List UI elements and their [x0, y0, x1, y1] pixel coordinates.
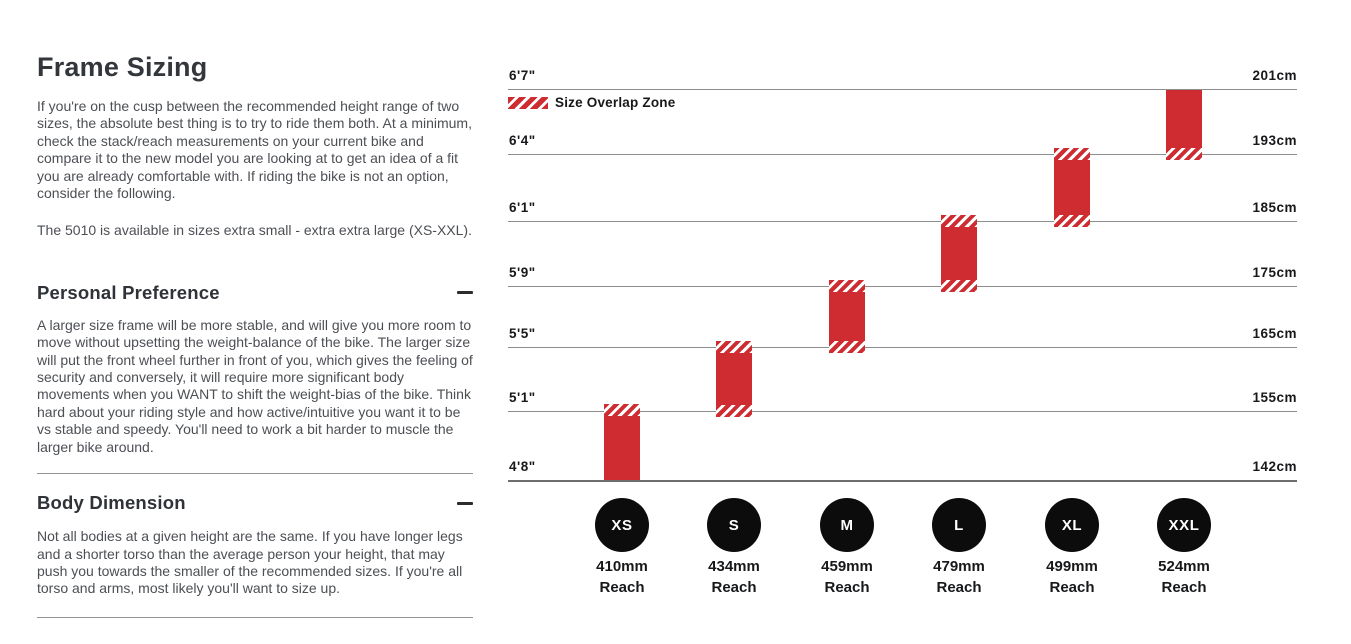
reach-label: 479mm Reach [933, 558, 985, 596]
height-gridline [508, 347, 1297, 348]
page-title: Frame Sizing [37, 52, 208, 82]
height-tick-metric: 185cm [1252, 200, 1297, 215]
overlap-zone-hatch [829, 280, 865, 292]
reach-label: 434mm Reach [708, 558, 760, 596]
size-circle-l: L [932, 498, 986, 552]
overlap-zone-hatch [716, 405, 752, 417]
height-tick-imperial: 6'4" [509, 133, 536, 148]
section-divider [37, 473, 473, 475]
size-circle-xl: XL [1045, 498, 1099, 552]
overlap-zone-hatch [1054, 148, 1090, 160]
size-range-bar [716, 341, 752, 417]
height-tick-imperial: 4'8" [509, 459, 536, 474]
section-divider [37, 616, 473, 618]
accordion-header-body-dimension[interactable]: Body Dimension [37, 492, 473, 514]
overlap-zone-hatch [941, 280, 977, 292]
size-circle-s: S [707, 498, 761, 552]
height-tick-metric: 175cm [1252, 265, 1297, 280]
height-tick-metric: 201cm [1252, 68, 1297, 83]
height-tick-imperial: 5'5" [509, 326, 536, 341]
height-tick-imperial: 6'1" [509, 200, 536, 215]
accordion-section-personal-preference: Personal Preference A larger size frame … [37, 282, 473, 475]
section-body: A larger size frame will be more stable,… [37, 316, 473, 455]
reach-label: 410mm Reach [596, 558, 648, 596]
reach-label: 459mm Reach [821, 558, 873, 596]
reach-label: 499mm Reach [1046, 558, 1098, 596]
collapse-minus-icon[interactable] [457, 291, 473, 295]
intro-paragraph: If you're on the cusp between the recomm… [37, 98, 472, 202]
overlap-zone-hatch [829, 341, 865, 353]
size-range-bar [604, 404, 640, 480]
height-tick-metric: 142cm [1252, 459, 1297, 474]
section-body: Not all bodies at a given height are the… [37, 528, 463, 597]
size-chart: Size Overlap Zone 6'7" 201cm 6'4" 193cm 6'1"… [508, 0, 1297, 644]
overlap-zone-hatch [716, 341, 752, 353]
legend-label: Size Overlap Zone [555, 95, 676, 110]
section-title: Body Dimension [37, 492, 186, 514]
size-circle-xxl: XXL [1157, 498, 1211, 552]
sizing-info-column: Frame Sizing If you're on the cusp betwe… [37, 52, 473, 618]
accordion-section-body-dimension: Body Dimension Not all bodies at a given… [37, 492, 473, 618]
height-gridline [508, 480, 1297, 482]
size-range-bar [1054, 148, 1090, 227]
size-range-bar [941, 215, 977, 292]
size-range-bar [829, 280, 865, 353]
height-tick-metric: 193cm [1252, 133, 1297, 148]
accordion-header-personal-preference[interactable]: Personal Preference [37, 282, 473, 304]
overlap-zone-hatch [1166, 148, 1202, 160]
overlap-hatch-swatch-icon [508, 96, 548, 109]
availability-note: The 5010 is available in sizes extra sma… [37, 222, 472, 239]
size-range-bar [1166, 90, 1202, 160]
size-circle-xs: XS [595, 498, 649, 552]
height-tick-metric: 155cm [1252, 390, 1297, 405]
height-gridline [508, 221, 1297, 222]
height-gridline [508, 411, 1297, 412]
height-tick-imperial: 5'1" [509, 390, 536, 405]
overlap-zone-hatch [1054, 215, 1090, 227]
overlap-zone-hatch [604, 404, 640, 416]
height-gridline [508, 154, 1297, 155]
overlap-zone-hatch [941, 215, 977, 227]
height-gridline [508, 89, 1297, 90]
section-title: Personal Preference [37, 281, 220, 303]
collapse-minus-icon[interactable] [457, 501, 473, 505]
height-tick-imperial: 6'7" [509, 68, 536, 83]
reach-label: 524mm Reach [1158, 558, 1210, 596]
chart-legend: Size Overlap Zone [508, 95, 675, 110]
height-gridline [508, 286, 1297, 287]
height-tick-imperial: 5'9" [509, 265, 536, 280]
size-circle-m: M [820, 498, 874, 552]
height-tick-metric: 165cm [1252, 326, 1297, 341]
